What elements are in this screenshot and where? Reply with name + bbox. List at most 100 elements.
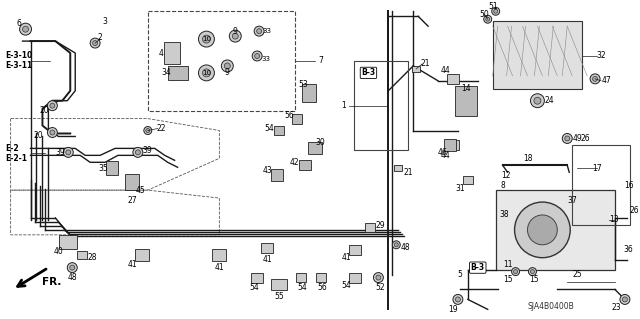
Text: 20: 20 bbox=[34, 131, 44, 140]
Bar bbox=[148, 11, 295, 111]
Bar bbox=[292, 114, 302, 123]
Circle shape bbox=[221, 60, 233, 72]
Bar bbox=[353, 61, 408, 150]
Text: 44: 44 bbox=[441, 66, 451, 75]
Circle shape bbox=[50, 130, 55, 135]
Circle shape bbox=[484, 15, 492, 23]
Circle shape bbox=[144, 127, 152, 135]
Text: 39: 39 bbox=[142, 146, 152, 155]
Text: 7: 7 bbox=[318, 56, 323, 65]
Text: 3: 3 bbox=[102, 17, 108, 26]
Text: 56: 56 bbox=[284, 111, 294, 120]
Text: 17: 17 bbox=[592, 164, 602, 173]
Text: 4: 4 bbox=[158, 48, 163, 57]
Text: 32: 32 bbox=[596, 51, 606, 61]
Text: 30: 30 bbox=[316, 138, 326, 147]
Circle shape bbox=[511, 268, 520, 276]
Circle shape bbox=[564, 136, 570, 141]
Circle shape bbox=[136, 150, 140, 155]
Text: 33: 33 bbox=[262, 28, 271, 34]
Text: 44: 44 bbox=[441, 151, 451, 160]
Text: E-2: E-2 bbox=[6, 144, 19, 153]
Text: 5: 5 bbox=[458, 270, 462, 279]
Text: 6: 6 bbox=[16, 19, 21, 28]
Bar bbox=[212, 249, 227, 261]
Circle shape bbox=[47, 101, 58, 111]
Circle shape bbox=[529, 268, 536, 276]
Text: 29: 29 bbox=[376, 221, 385, 230]
Text: 41: 41 bbox=[128, 260, 138, 269]
Text: 40: 40 bbox=[54, 247, 63, 256]
Circle shape bbox=[198, 31, 214, 47]
Bar bbox=[447, 74, 459, 84]
Bar bbox=[308, 143, 322, 154]
Text: 39: 39 bbox=[56, 148, 65, 157]
Circle shape bbox=[70, 265, 75, 270]
Text: E-3-11: E-3-11 bbox=[6, 62, 33, 70]
Bar bbox=[271, 169, 283, 181]
Text: 37: 37 bbox=[567, 196, 577, 204]
Text: 55: 55 bbox=[274, 292, 284, 301]
Text: 20: 20 bbox=[40, 106, 49, 115]
Text: 31: 31 bbox=[455, 184, 465, 193]
Circle shape bbox=[373, 273, 383, 283]
Circle shape bbox=[593, 76, 598, 81]
Bar bbox=[299, 160, 311, 170]
Text: 33: 33 bbox=[262, 56, 271, 62]
Text: 21: 21 bbox=[403, 168, 413, 177]
Circle shape bbox=[486, 17, 490, 21]
Bar bbox=[251, 273, 263, 283]
Bar bbox=[274, 126, 284, 136]
Bar bbox=[365, 223, 376, 232]
Bar bbox=[106, 161, 118, 175]
Text: 35: 35 bbox=[98, 164, 108, 173]
Circle shape bbox=[252, 51, 262, 61]
Text: 19: 19 bbox=[448, 305, 458, 314]
Bar bbox=[271, 278, 287, 291]
Text: 16: 16 bbox=[624, 181, 634, 190]
Circle shape bbox=[394, 243, 398, 247]
Circle shape bbox=[623, 297, 627, 302]
Text: 24: 24 bbox=[545, 96, 554, 105]
Circle shape bbox=[590, 74, 600, 84]
Text: 47: 47 bbox=[601, 76, 611, 85]
Bar bbox=[302, 84, 316, 102]
Text: 45: 45 bbox=[136, 186, 146, 195]
Text: 49: 49 bbox=[572, 134, 582, 143]
Text: 41: 41 bbox=[342, 253, 351, 262]
Text: 54: 54 bbox=[249, 283, 259, 292]
Bar bbox=[261, 243, 273, 253]
Text: 15: 15 bbox=[530, 275, 540, 284]
Text: 54: 54 bbox=[297, 283, 307, 292]
Bar bbox=[168, 66, 188, 80]
Circle shape bbox=[146, 129, 150, 132]
Text: 48: 48 bbox=[67, 273, 77, 282]
Bar bbox=[412, 66, 420, 72]
Text: 9: 9 bbox=[233, 27, 237, 36]
Circle shape bbox=[493, 9, 498, 13]
Text: 1: 1 bbox=[341, 101, 346, 110]
Text: 9: 9 bbox=[225, 68, 230, 78]
Text: 18: 18 bbox=[523, 154, 532, 163]
Circle shape bbox=[232, 33, 238, 39]
Circle shape bbox=[66, 150, 71, 155]
Circle shape bbox=[229, 30, 241, 42]
Circle shape bbox=[255, 54, 260, 58]
Text: 54: 54 bbox=[342, 281, 351, 290]
Text: 38: 38 bbox=[500, 211, 509, 219]
Circle shape bbox=[453, 294, 463, 304]
Circle shape bbox=[456, 297, 460, 302]
Bar bbox=[296, 273, 306, 282]
Bar bbox=[135, 249, 148, 261]
Text: 15: 15 bbox=[503, 275, 513, 284]
Circle shape bbox=[93, 41, 98, 46]
Bar bbox=[394, 165, 403, 171]
Text: 43: 43 bbox=[262, 166, 272, 175]
Text: 50: 50 bbox=[479, 10, 488, 19]
Circle shape bbox=[202, 35, 211, 43]
Circle shape bbox=[225, 63, 230, 69]
Circle shape bbox=[67, 263, 77, 273]
Text: 34: 34 bbox=[162, 68, 172, 78]
Bar bbox=[349, 245, 360, 255]
Circle shape bbox=[620, 294, 630, 304]
